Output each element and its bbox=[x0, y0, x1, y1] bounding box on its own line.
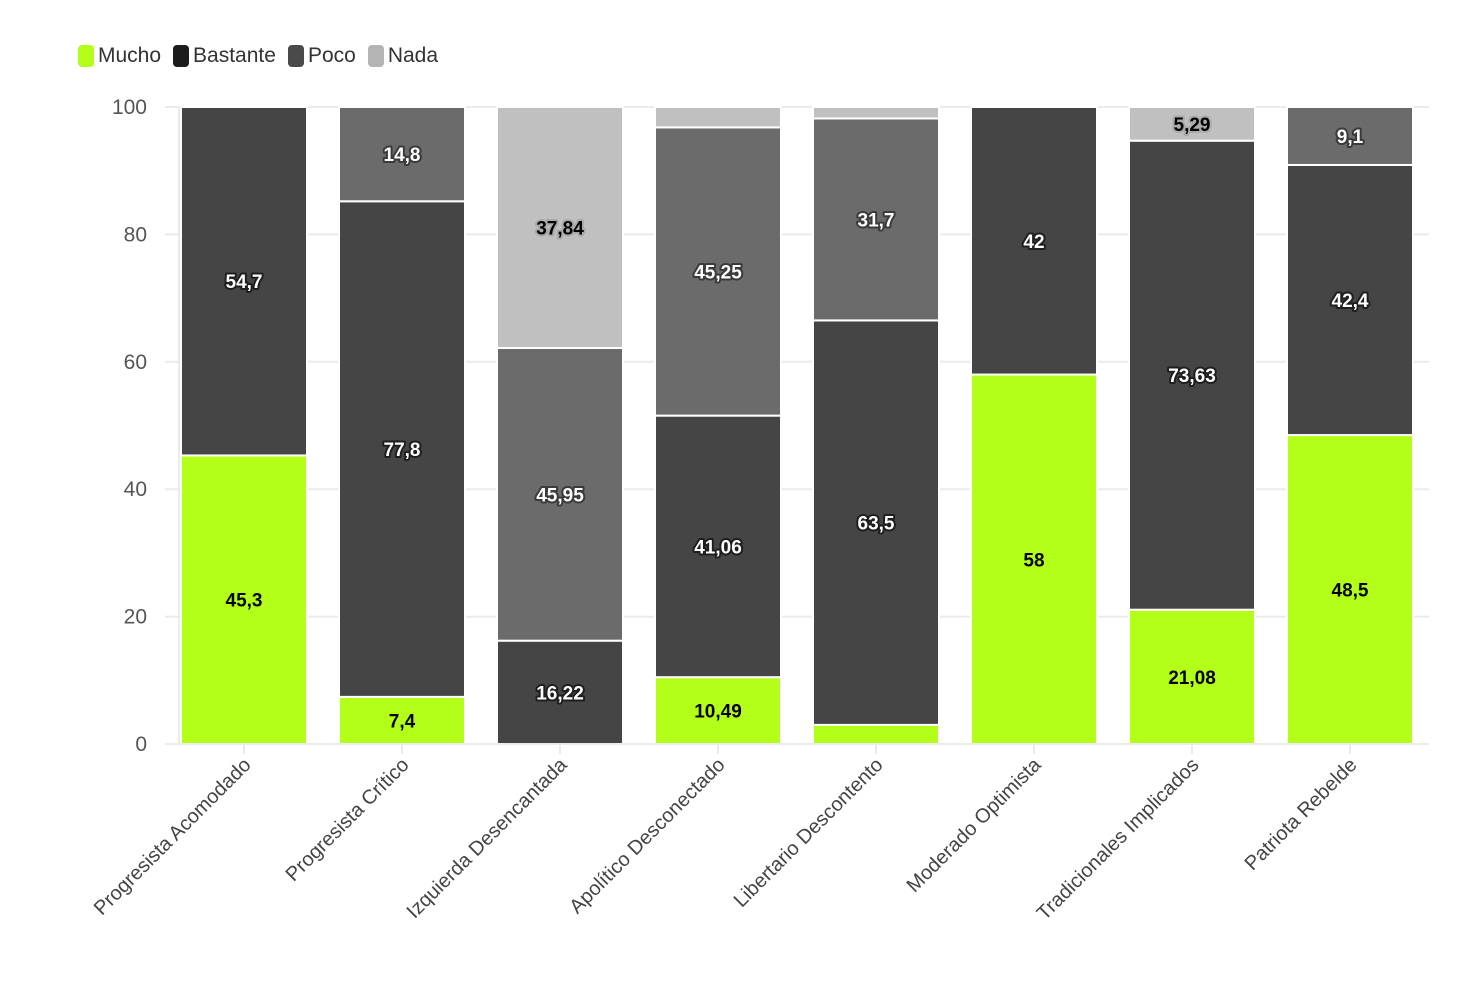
data-label-apolitico-desconectado-bastante: 41,06 bbox=[694, 537, 742, 558]
data-label-progresista-acomodado-bastante: 54,7 bbox=[226, 272, 263, 293]
segment-libertario-descontento-bastante[interactable] bbox=[812, 319, 940, 726]
legend-swatch-bastante bbox=[173, 45, 190, 67]
segment-izquierda-desencantada-nada[interactable] bbox=[496, 105, 624, 349]
y-tick-label-40: 40 bbox=[124, 478, 147, 501]
data-label-moderado-optimista-mucho: 58 bbox=[1023, 550, 1044, 571]
segment-tradicionales-implicados-bastante[interactable] bbox=[1128, 139, 1256, 611]
data-label-libertario-descontento-bastante: 63,5 bbox=[858, 514, 895, 535]
bar-progresista-critico[interactable] bbox=[338, 106, 466, 745]
chart-legend: Mucho Bastante Poco Nada bbox=[78, 44, 450, 68]
segment-tradicionales-implicados-mucho[interactable] bbox=[1128, 608, 1256, 745]
segment-progresista-critico-poco[interactable] bbox=[338, 106, 466, 203]
data-label-izquierda-desencantada-nada: 37,84 bbox=[536, 218, 584, 239]
legend-label-bastante: Bastante bbox=[193, 44, 276, 67]
y-tick-label-60: 60 bbox=[124, 351, 147, 374]
data-label-patriota-rebelde-mucho: 48,5 bbox=[1332, 581, 1369, 602]
legend-item-poco[interactable]: Poco bbox=[287, 44, 356, 68]
segment-moderado-optimista-mucho[interactable] bbox=[970, 373, 1098, 745]
legend-item-nada[interactable]: Nada bbox=[367, 44, 439, 68]
x-tick-label-tradicionales-implicados: Tradicionales Implicados bbox=[1033, 754, 1204, 925]
y-tick-label-100: 100 bbox=[112, 96, 147, 119]
data-label-tradicionales-implicados-bastante: 73,63 bbox=[1168, 366, 1216, 387]
legend-swatch-mucho bbox=[78, 45, 94, 67]
segment-izquierda-desencantada-poco[interactable] bbox=[496, 346, 624, 642]
data-label-patriota-rebelde-poco: 9,1 bbox=[1337, 127, 1364, 148]
segment-tradicionales-implicados-nada[interactable] bbox=[1128, 106, 1256, 142]
segment-patriota-rebelde-poco[interactable] bbox=[1286, 106, 1414, 166]
data-label-progresista-critico-mucho: 7,4 bbox=[389, 711, 416, 732]
legend-swatch-poco bbox=[287, 45, 304, 67]
legend-label-poco: Poco bbox=[307, 44, 356, 67]
bar-apolitico-desconectado[interactable] bbox=[654, 106, 782, 746]
legend-label-mucho: Mucho bbox=[98, 44, 162, 67]
segment-patriota-rebelde-mucho[interactable] bbox=[1286, 434, 1414, 745]
x-tick-label-progresista-acomodado: Progresista Acomodado bbox=[90, 754, 256, 920]
segment-libertario-descontento-mucho[interactable] bbox=[812, 723, 940, 746]
bars bbox=[180, 105, 1414, 746]
segment-apolitico-desconectado-mucho[interactable] bbox=[654, 676, 782, 746]
data-label-progresista-acomodado-mucho: 45,3 bbox=[226, 591, 263, 612]
segment-progresista-critico-bastante[interactable] bbox=[338, 200, 466, 698]
x-tick-label-progresista-critico: Progresista Crítico bbox=[282, 754, 414, 886]
segment-apolitico-desconectado-poco[interactable] bbox=[654, 126, 782, 417]
segment-libertario-descontento-nada[interactable] bbox=[812, 106, 940, 120]
segment-progresista-acomodado-bastante[interactable] bbox=[180, 106, 308, 457]
segment-apolitico-desconectado-bastante[interactable] bbox=[654, 414, 782, 679]
data-label-izquierda-desencantada-bastante: 16,22 bbox=[536, 683, 584, 704]
x-tick-label-apolitico-desconectado: Apolítico Desconectado bbox=[565, 754, 729, 918]
data-label-tradicionales-implicados-nada: 5,29 bbox=[1174, 115, 1211, 136]
segment-patriota-rebelde-bastante[interactable] bbox=[1286, 163, 1414, 437]
legend-item-mucho[interactable]: Mucho bbox=[78, 44, 161, 68]
data-label-patriota-rebelde-bastante: 42,4 bbox=[1332, 291, 1369, 312]
x-tick-label-moderado-optimista: Moderado Optimista bbox=[903, 753, 1047, 897]
bar-izquierda-desencantada[interactable] bbox=[496, 105, 624, 745]
data-label-moderado-optimista-bastante: 42 bbox=[1023, 232, 1044, 253]
data-label-progresista-critico-bastante: 77,8 bbox=[384, 440, 421, 461]
x-tick-label-libertario-descontento: Libertario Descontento bbox=[730, 754, 888, 912]
data-label-libertario-descontento-poco: 31,7 bbox=[858, 210, 895, 231]
data-label-izquierda-desencantada-poco: 45,95 bbox=[536, 485, 584, 506]
y-tick-label-0: 0 bbox=[135, 733, 147, 756]
data-label-apolitico-desconectado-poco: 45,25 bbox=[694, 263, 742, 284]
segment-apolitico-desconectado-nada[interactable] bbox=[654, 106, 782, 129]
x-tick-label-izquierda-desencantada: Izquierda Desencantada bbox=[403, 753, 572, 922]
legend-label-nada: Nada bbox=[387, 44, 439, 67]
bar-tradicionales-implicados[interactable] bbox=[1128, 106, 1256, 745]
x-tick-label-patriota-rebelde: Patriota Rebelde bbox=[1241, 754, 1362, 875]
data-label-tradicionales-implicados-mucho: 21,08 bbox=[1168, 668, 1216, 689]
segment-libertario-descontento-poco[interactable] bbox=[812, 117, 940, 322]
bar-moderado-optimista[interactable] bbox=[970, 106, 1098, 745]
segment-moderado-optimista-bastante[interactable] bbox=[970, 106, 1098, 376]
y-axis: 0 20 40 60 80 100 bbox=[112, 96, 147, 756]
legend-item-bastante[interactable]: Bastante bbox=[173, 44, 276, 68]
y-tick-label-20: 20 bbox=[124, 606, 147, 629]
data-labels: 45,3 54,7 7,4 77,8 14,8 16,22 45,95 37,84 10,49 4… bbox=[224, 113, 1371, 735]
segment-progresista-critico-mucho[interactable] bbox=[338, 695, 466, 745]
data-label-apolitico-desconectado-mucho: 10,49 bbox=[694, 702, 742, 723]
bar-progresista-acomodado[interactable] bbox=[180, 106, 308, 745]
bar-libertario-descontento[interactable] bbox=[812, 106, 940, 746]
data-label-progresista-critico-poco: 14,8 bbox=[384, 145, 421, 166]
y-tick-label-80: 80 bbox=[124, 223, 147, 246]
x-axis: Progresista Acomodado Progresista Crítico… bbox=[90, 743, 1429, 925]
bar-patriota-rebelde[interactable] bbox=[1286, 106, 1414, 745]
legend-swatch-nada bbox=[367, 45, 384, 67]
